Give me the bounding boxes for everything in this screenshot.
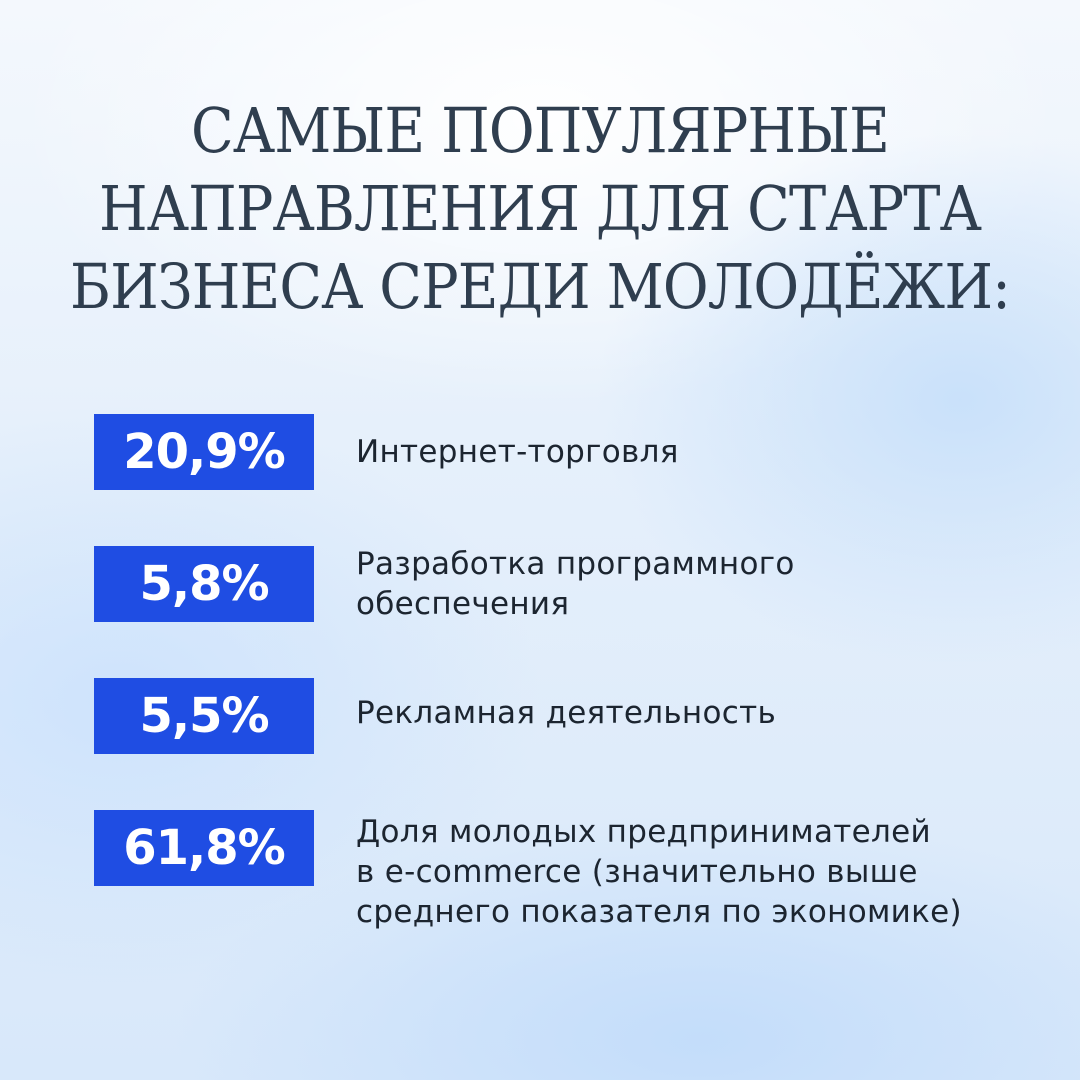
stat-description-line: Доля молодых предпринимателей [356, 814, 931, 850]
stat-description: Доля молодых предпринимателей в e-commer… [356, 812, 1046, 932]
stat-description: Интернет-торговля [356, 432, 1046, 472]
title-line: НАПРАВЛЕНИЯ ДЛЯ СТАРТА [99, 172, 982, 245]
stat-description: Рекламная деятельность [356, 693, 1046, 733]
stat-value-badge: 61,8% [94, 810, 314, 886]
stat-description-line: Рекламная деятельность [356, 695, 777, 731]
stat-value-badge: 5,8% [94, 546, 314, 622]
title-line: БИЗНЕСА СРЕДИ МОЛОДЁЖИ: [69, 250, 1011, 323]
stat-description: Разработка программного обеспечения [356, 544, 1046, 624]
stat-description-line: в e-commerce (значительно выше [356, 854, 918, 890]
stat-value-badge: 5,5% [94, 678, 314, 754]
stat-description-line: обеспечения [356, 586, 570, 622]
page-title: САМЫЕ ПОПУЛЯРНЫЕ НАПРАВЛЕНИЯ ДЛЯ СТАРТА … [54, 92, 1026, 326]
stat-description-line: Разработка программного [356, 546, 795, 582]
stat-description-line: Интернет-торговля [356, 434, 679, 470]
title-line: САМЫЕ ПОПУЛЯРНЫЕ [191, 94, 890, 167]
stat-value-badge: 20,9% [94, 414, 314, 490]
stat-description-line: среднего показателя по экономике) [356, 894, 962, 930]
